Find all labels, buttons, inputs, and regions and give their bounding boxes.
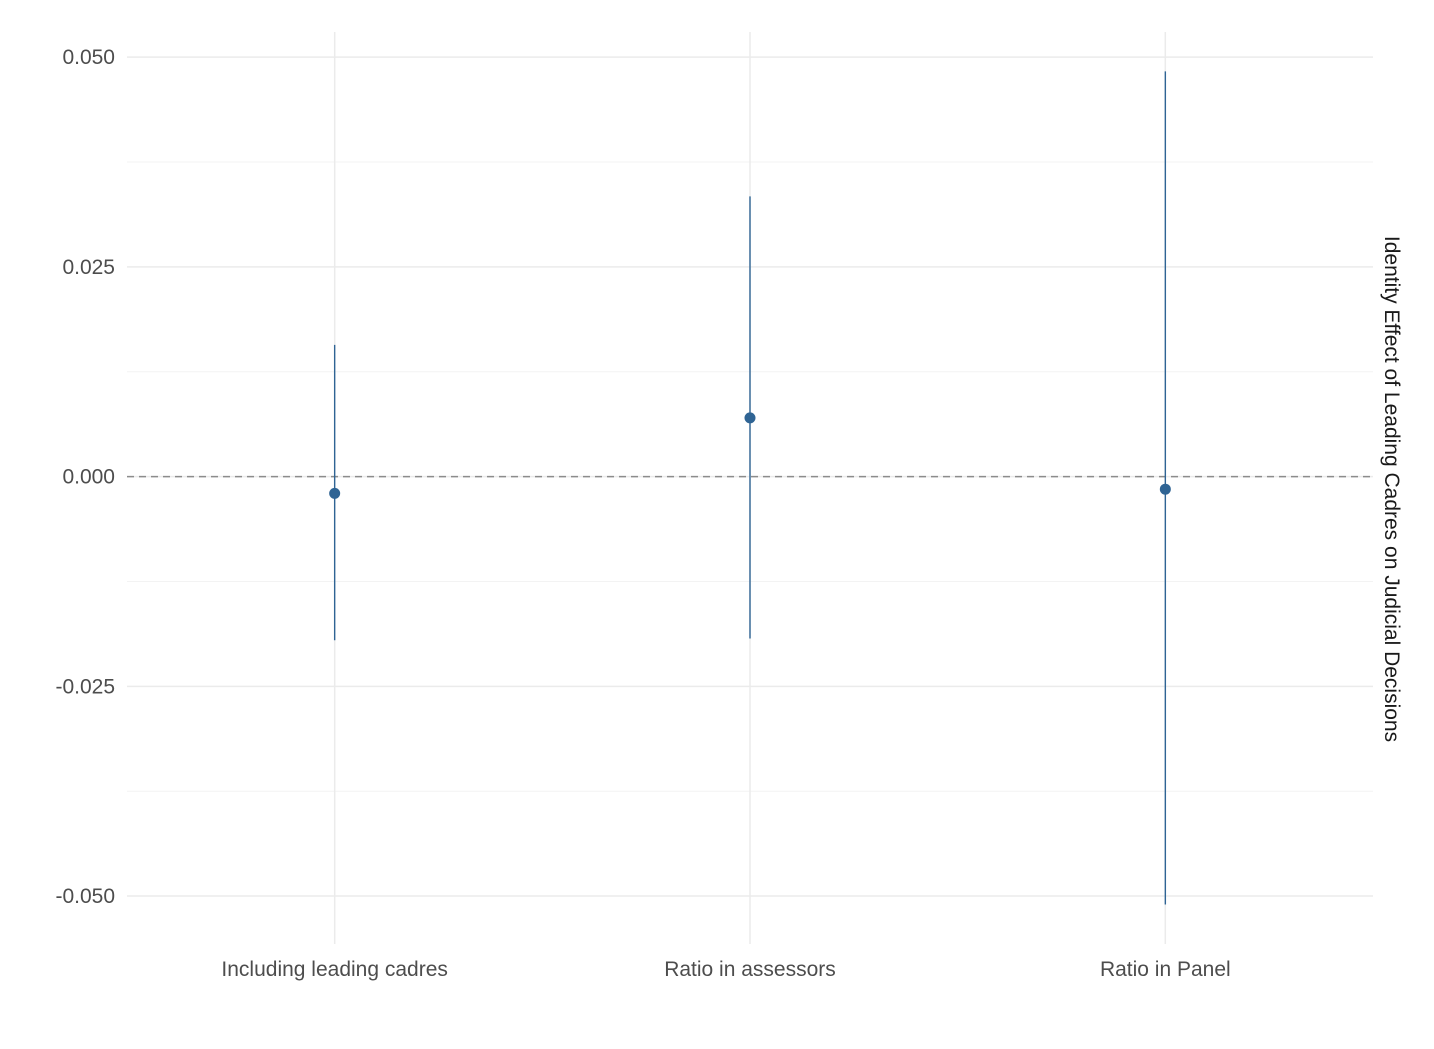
point-estimate	[329, 487, 341, 499]
y-tick-label: -0.025	[55, 675, 115, 698]
series-layer	[329, 71, 1171, 905]
y-tick-label: 0.050	[62, 46, 115, 69]
point-estimate	[1159, 483, 1171, 495]
y-tick-label: 0.025	[62, 256, 115, 279]
y-tick-label: 0.000	[62, 466, 115, 489]
x-tick-label: Ratio in assessors	[664, 958, 836, 981]
x-tick-label: Ratio in Panel	[1100, 958, 1231, 981]
point-estimate	[744, 412, 756, 424]
x-axis-ticks: Including leading cadres Ratio in assesso…	[221, 958, 1230, 981]
y-tick-label: -0.050	[55, 885, 115, 908]
y-axis-title: Identity Effect of Leading Cadres on Jud…	[1380, 236, 1403, 742]
y-axis-ticks: -0.050 -0.025 0.000 0.025 0.050	[55, 46, 115, 908]
x-tick-label: Including leading cadres	[221, 958, 448, 981]
